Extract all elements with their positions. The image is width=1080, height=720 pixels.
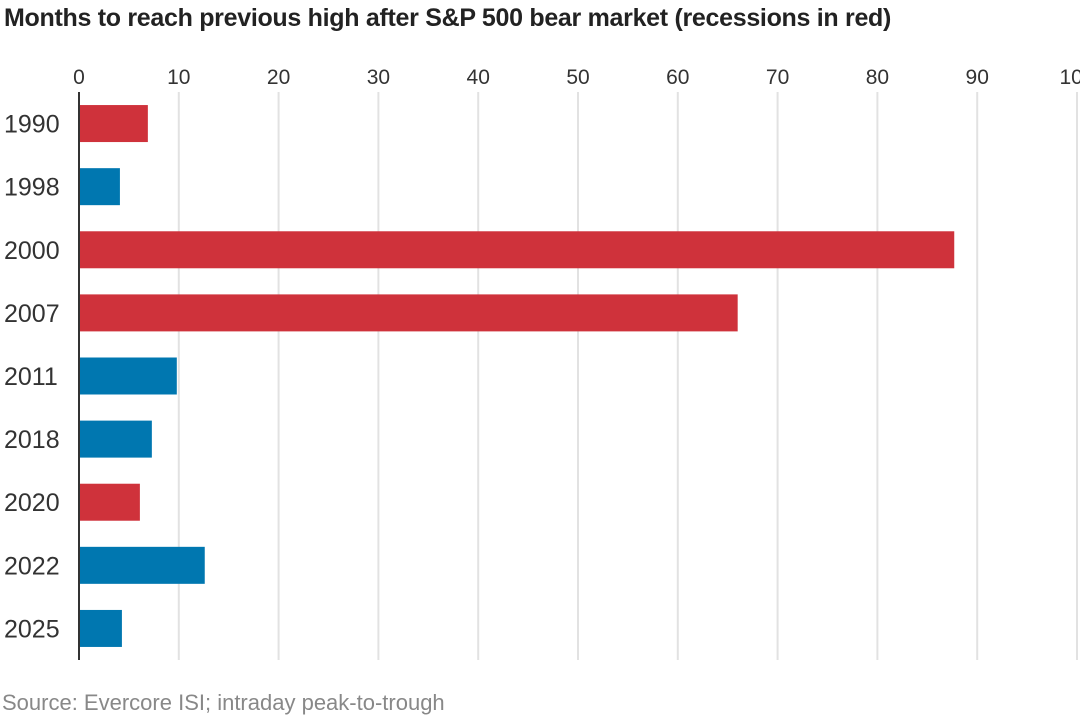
x-tick-label: 50: [566, 66, 589, 89]
bar-1990: [79, 105, 148, 143]
x-tick-label: 20: [267, 66, 290, 89]
y-category-label: 1990: [4, 111, 60, 139]
y-category-label: 2018: [4, 426, 60, 454]
x-tick-label: 30: [367, 66, 390, 89]
x-tick-label: 0: [73, 66, 85, 89]
bar-2007: [79, 294, 738, 332]
bar-2025: [79, 609, 122, 647]
x-tick-label: 60: [666, 66, 689, 89]
x-tick-label: 70: [766, 66, 789, 89]
x-tick-label: 10: [167, 66, 190, 89]
y-category-label: 2022: [4, 552, 60, 580]
bar-2018: [79, 420, 152, 458]
bar-2022: [79, 546, 205, 584]
bar-2000: [79, 231, 955, 269]
y-category-label: 2025: [4, 615, 60, 643]
x-tick-label: 90: [966, 66, 989, 89]
y-category-label: 2007: [4, 300, 60, 328]
chart-title: Months to reach previous high after S&P …: [4, 4, 892, 32]
bar-2011: [79, 357, 177, 395]
x-tick-label: 80: [866, 66, 889, 89]
y-category-label: 2000: [4, 237, 60, 265]
y-category-label: 2020: [4, 489, 60, 517]
y-category-label: 1998: [4, 174, 60, 202]
x-tick-label: 100: [1059, 66, 1080, 89]
bar-1998: [79, 168, 120, 206]
x-tick-label: 40: [467, 66, 490, 89]
source-note: Source: Evercore ISI; intraday peak-to-t…: [2, 690, 445, 715]
bar-2020: [79, 483, 140, 521]
y-category-label: 2011: [4, 363, 58, 391]
